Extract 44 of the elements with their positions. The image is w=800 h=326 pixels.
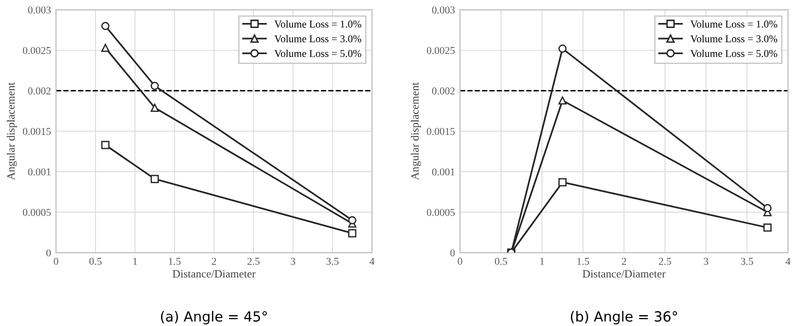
legend-label: Volume Loss = 1.0% [274, 20, 362, 28]
legend-label: Volume Loss = 1.0% [690, 20, 778, 28]
x-tick-label: 3 [704, 258, 708, 265]
y-tick-label: 0.003 [432, 6, 455, 14]
x-axis-title: Distance/Diameter [582, 270, 666, 278]
x-tick-label: 4 [370, 258, 374, 265]
x-tick-label: 3.5 [740, 258, 754, 265]
y-tick-label: 0.002 [432, 87, 455, 94]
x-axis-title: Distance/Diameter [172, 270, 256, 278]
y-tick-label: 0.0025 [426, 46, 455, 54]
y-tick-label: 0.001 [28, 168, 51, 176]
y-tick-label: 0 [46, 249, 51, 256]
legend-label: Volume Loss = 3.0% [274, 34, 362, 42]
x-tick-label: 1.5 [577, 258, 590, 265]
x-tick-label: 0 [458, 258, 462, 265]
x-tick-label: 0 [54, 258, 58, 265]
x-tick-label: 3.5 [326, 258, 339, 265]
x-tick-label: 3 [290, 258, 296, 265]
x-tick-label: 1 [540, 258, 544, 265]
legend-label: Volume Loss = 3.0% [690, 34, 778, 42]
text: (b) Angle = 36° [570, 310, 678, 324]
x-tick-label: 4 [786, 258, 790, 265]
x-tick-label: 2.5 [247, 258, 260, 265]
y-tick-label: 0.0025 [22, 46, 51, 54]
y-tick-label: 0.001 [432, 168, 455, 176]
y-tick-label: 0.0015 [426, 128, 455, 135]
y-tick-label: 0 [450, 249, 455, 256]
legend-label: Volume Loss = 5.0% [274, 50, 362, 58]
y-tick-label: 0.0005 [22, 208, 51, 216]
x-tick-label: 2.5 [658, 258, 672, 265]
x-tick-label: 0.5 [494, 258, 508, 265]
y-tick-label: 0.0015 [22, 128, 51, 135]
x-tick-label: 0.5 [89, 258, 102, 265]
y-tick-label: 0.0005 [426, 208, 455, 216]
legend-label: Volume Loss = 5.0% [690, 50, 778, 58]
y-axis-title: Angular displacement [410, 82, 421, 180]
x-tick-label: 2 [212, 258, 216, 265]
text: (a) Angle = 45° [161, 310, 267, 324]
y-axis-title: Angular displacement [6, 82, 17, 180]
y-tick-label: 0.003 [28, 6, 51, 14]
y-tick-label: 0.002 [28, 87, 51, 94]
x-tick-label: 2 [622, 258, 626, 265]
x-tick-label: 1 [133, 258, 137, 265]
x-tick-label: 1.5 [168, 258, 181, 265]
